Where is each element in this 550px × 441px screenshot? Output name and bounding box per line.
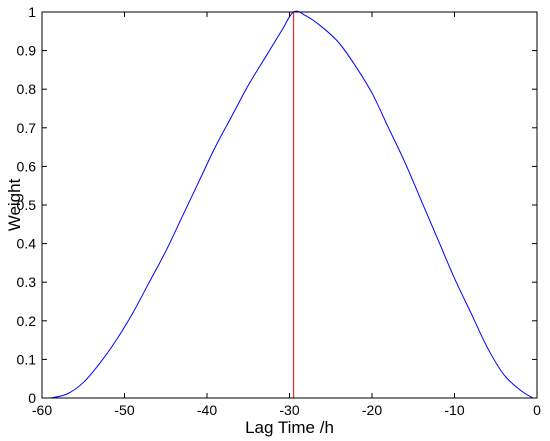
y-tick-label: 1 <box>28 4 36 20</box>
axis-ticks: -60 -50 -40 -30 -20 -10 0 0 0.1 0.2 0.3 0.4 0.5 0.6 0.… <box>17 4 542 418</box>
y-tick-label: 0.7 <box>17 120 37 136</box>
y-tick-label: 0.1 <box>17 351 37 367</box>
x-tick-label: -10 <box>444 402 464 418</box>
y-tick-label: 0.9 <box>17 43 37 59</box>
y-tick-label: 0 <box>28 390 36 406</box>
x-tick-label: -50 <box>114 402 134 418</box>
y-tick-label: 0.6 <box>17 158 37 174</box>
x-tick-label: -40 <box>197 402 217 418</box>
x-tick-label: 0 <box>533 402 541 418</box>
y-tick-label: 0.8 <box>17 81 37 97</box>
y-tick-label: 0.3 <box>17 274 37 290</box>
y-tick-label: 0.4 <box>17 236 37 252</box>
plot-area <box>42 12 537 398</box>
x-tick-label: -20 <box>362 402 382 418</box>
x-axis-title: Lag Time /h <box>245 418 334 437</box>
y-tick-label: 0.5 <box>17 197 37 213</box>
y-axis-title: Weight <box>5 178 24 231</box>
y-tick-label: 0.2 <box>17 313 37 329</box>
x-tick-label: -60 <box>32 402 52 418</box>
x-tick-label: -30 <box>279 402 299 418</box>
